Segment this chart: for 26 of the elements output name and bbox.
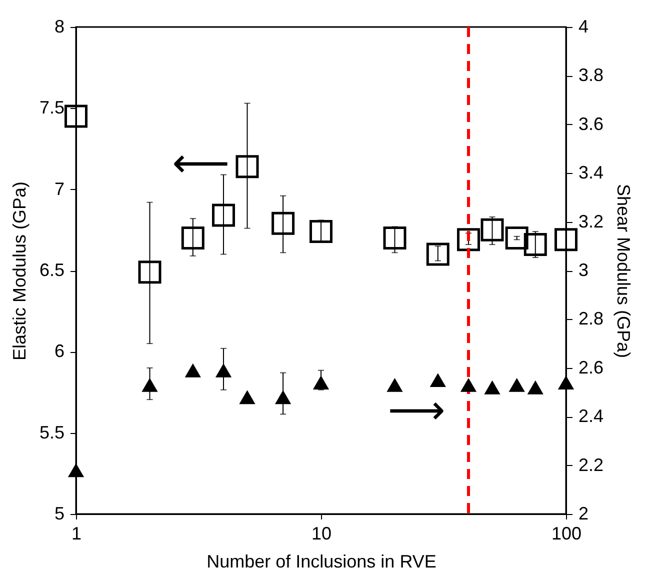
annotation: ⟵ — [172, 140, 230, 186]
y-axis-title: Elastic Modulus (GPa) — [9, 181, 30, 361]
y2-tick-label: 2.4 — [578, 406, 604, 426]
y2-tick-label: 3.2 — [578, 211, 604, 232]
y2-tick-label: 2.2 — [578, 454, 604, 475]
y2-tick-label: 3.4 — [578, 162, 604, 183]
y2-tick-label: 3.8 — [578, 65, 604, 86]
y2-tick-label: 3.6 — [578, 114, 604, 134]
x-axis-title: Number of Inclusions in RVE — [206, 552, 436, 572]
y-tick-label: 7.5 — [39, 98, 64, 118]
y2-tick-label: 2.8 — [578, 308, 604, 329]
y-tick-label: 8 — [54, 16, 64, 36]
y2-axis-title: Shear Modulus (GPa) — [614, 184, 634, 358]
y-tick-label: 6 — [54, 341, 64, 362]
y-tick-label: 5.5 — [39, 422, 64, 442]
y2-tick-label: 3 — [578, 260, 589, 280]
y-tick-label: 6.5 — [39, 260, 64, 280]
y2-tick-label: 2.6 — [578, 357, 604, 378]
y2-tick-label: 4 — [578, 16, 589, 36]
annotation: ⟶ — [388, 388, 446, 434]
x-tick-label: 10 — [311, 524, 332, 544]
x-tick-label: 1 — [71, 524, 82, 544]
y-tick-label: 7 — [54, 178, 64, 199]
y-tick-label: 5 — [54, 504, 64, 524]
x-tick-label: 100 — [551, 524, 582, 544]
y2-tick-label: 2 — [578, 504, 589, 524]
